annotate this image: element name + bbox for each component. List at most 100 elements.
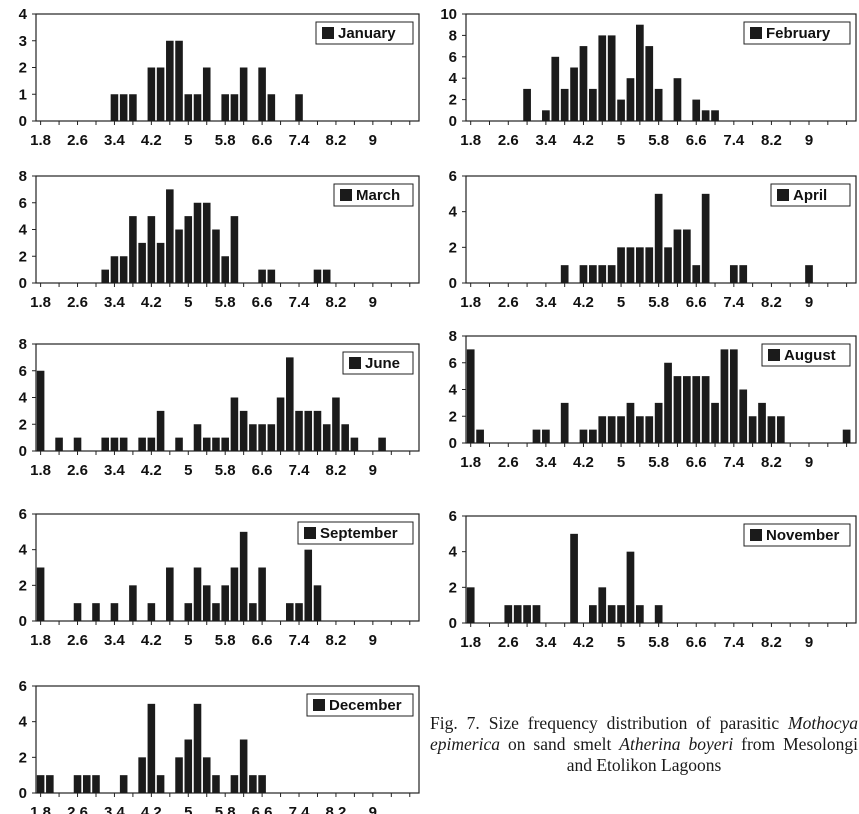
bar — [589, 605, 597, 623]
bar — [202, 585, 211, 621]
legend-swatch — [768, 349, 780, 361]
x-tick-label: 5 — [617, 454, 625, 471]
x-tick-label: 7.4 — [723, 132, 745, 149]
y-tick-label: 2 — [19, 749, 27, 766]
caption-fig: Fig. 7. — [430, 713, 480, 733]
y-tick-label: 2 — [449, 408, 457, 425]
bar — [589, 88, 597, 121]
bar — [560, 402, 569, 443]
y-tick-label: 4 — [19, 6, 28, 23]
y-tick-label: 2 — [449, 239, 457, 256]
bar — [701, 110, 710, 121]
bar — [589, 429, 597, 443]
bar — [692, 376, 701, 443]
bar — [626, 78, 635, 121]
x-tick-label: 5.8 — [648, 294, 669, 311]
bar — [466, 349, 475, 443]
x-tick-label: 9 — [369, 804, 377, 814]
bar — [221, 256, 229, 283]
x-tick-label: 5.8 — [648, 454, 669, 471]
x-tick-label: 1.8 — [30, 132, 51, 149]
bar — [322, 424, 331, 451]
y-tick-label: 1 — [19, 86, 27, 103]
bar — [101, 269, 110, 283]
plot-frame — [35, 685, 420, 794]
caption-species: Mothocya epimerica — [430, 713, 859, 754]
x-tick-label: 2.6 — [67, 804, 88, 814]
bar — [776, 416, 785, 443]
x-tick-label: 8.2 — [761, 634, 782, 651]
x-tick-label: 2.6 — [67, 462, 88, 479]
y-tick-label: 4 — [19, 390, 28, 407]
bar — [36, 567, 45, 621]
x-tick-label: 7.4 — [723, 454, 745, 471]
bar — [156, 775, 165, 793]
bar — [184, 94, 193, 121]
bar — [82, 775, 91, 793]
y-tick-label: 8 — [19, 336, 27, 353]
bar — [739, 265, 748, 283]
x-tick-label: 7.4 — [723, 294, 745, 311]
caption-text-2: on sand smelt — [507, 734, 612, 754]
bar — [748, 416, 757, 443]
legend-label: August — [784, 347, 836, 364]
bar — [607, 605, 616, 623]
bar — [598, 35, 607, 121]
x-tick-label: 6.6 — [686, 454, 707, 471]
legend-label: June — [365, 355, 400, 372]
bar — [249, 603, 257, 621]
bar — [110, 94, 119, 121]
bar — [230, 397, 239, 451]
bar — [147, 437, 156, 451]
x-tick-label: 1.8 — [460, 294, 481, 311]
bar — [230, 567, 239, 621]
bar — [617, 605, 625, 623]
y-tick-label: 0 — [19, 443, 27, 460]
x-tick-label: 6.6 — [252, 804, 273, 814]
bar — [701, 193, 710, 283]
bar — [184, 216, 193, 283]
x-tick-label: 7.4 — [289, 632, 311, 649]
bar — [805, 265, 813, 283]
bar — [239, 67, 248, 121]
bar — [119, 437, 128, 451]
bar — [513, 605, 522, 623]
bar — [729, 349, 738, 443]
bar — [645, 46, 654, 121]
bar — [221, 94, 229, 121]
y-tick-label: 2 — [449, 579, 457, 596]
bar — [258, 775, 266, 793]
x-tick-label: 6.6 — [252, 632, 273, 649]
legend-box — [306, 693, 414, 717]
y-tick-label: 4 — [19, 542, 28, 559]
bar — [55, 437, 63, 451]
y-tick-label: 4 — [449, 70, 458, 87]
bar — [341, 424, 349, 451]
bar — [673, 376, 682, 443]
bar — [720, 349, 729, 443]
x-tick-label: 8.2 — [326, 294, 347, 311]
y-tick-label: 4 — [449, 544, 458, 561]
bar — [607, 265, 616, 283]
bar — [378, 437, 386, 451]
bar — [202, 202, 211, 283]
x-tick-label: 2.6 — [67, 632, 88, 649]
x-tick-label: 3.4 — [104, 294, 126, 311]
bar — [202, 437, 211, 451]
y-tick-label: 6 — [19, 506, 27, 523]
bar — [711, 402, 719, 443]
x-tick-label: 9 — [805, 132, 813, 149]
bar — [607, 35, 616, 121]
x-tick-label: 5 — [617, 634, 625, 651]
bar — [304, 410, 313, 451]
bar — [466, 587, 475, 623]
legend-label: December — [329, 697, 402, 714]
chart-august: 0 2 4 6 8 1.8 2.6 3.4 4.2 5 5.8 6.6 7.4 8.2 9 August — [449, 328, 857, 471]
x-tick-label: 1.8 — [460, 454, 481, 471]
bar — [617, 416, 625, 443]
bar — [230, 775, 239, 793]
bar — [110, 437, 119, 451]
y-tick-label: 2 — [449, 92, 457, 109]
bar — [767, 416, 776, 443]
bar — [560, 88, 569, 121]
